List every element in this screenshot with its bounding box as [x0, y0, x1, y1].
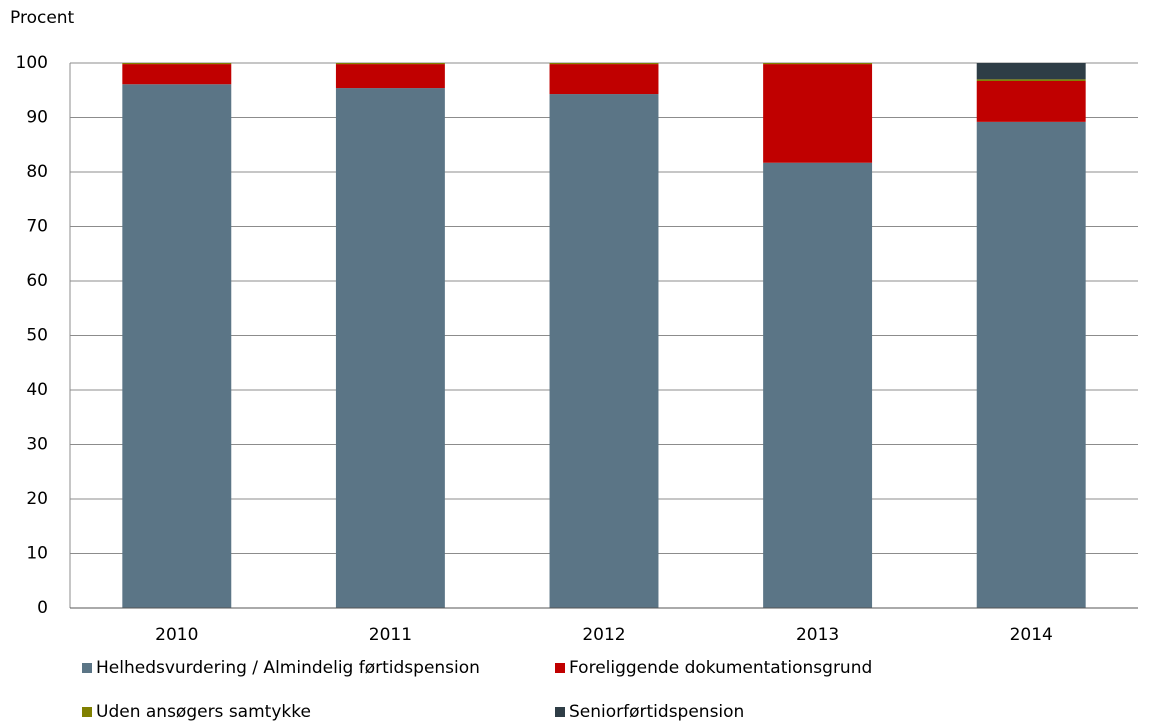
bar-segment [549, 63, 659, 65]
legend-swatch [82, 707, 92, 717]
x-tick-label: 2011 [369, 625, 412, 645]
bar-segment [122, 84, 232, 608]
y-tick-label: 40 [26, 380, 48, 400]
y-tick-label: 90 [26, 108, 48, 128]
legend-swatch [555, 663, 565, 673]
y-axis-title: Procent [10, 8, 75, 28]
y-tick-label: 10 [26, 544, 48, 564]
bar-segment [976, 63, 1086, 80]
bar-segment [976, 121, 1086, 609]
bar-segment [335, 64, 445, 89]
legend-label: Helhedsvurdering / Almindelig førtidspen… [96, 658, 480, 678]
bar-segment [549, 94, 659, 608]
x-tick-label: 2012 [582, 625, 625, 645]
y-tick-label: 30 [26, 435, 48, 455]
bar-segment [549, 64, 659, 95]
y-tick-label: 70 [26, 217, 48, 237]
bar-segment [976, 80, 1086, 122]
y-tick-label: 80 [26, 162, 48, 182]
y-tick-label: 20 [26, 489, 48, 509]
bar-segment [976, 79, 1086, 81]
y-tick-label: 50 [26, 326, 48, 346]
x-tick-label: 2013 [796, 625, 839, 645]
bar-segment [763, 64, 873, 163]
legend-swatch [82, 663, 92, 673]
y-tick-label: 100 [16, 53, 48, 73]
legend-label: Uden ansøgers samtykke [96, 702, 311, 722]
bar-segment [122, 64, 232, 85]
y-tick-label: 0 [37, 598, 48, 618]
legend-swatch [555, 707, 565, 717]
x-tick-label: 2010 [155, 625, 198, 645]
y-tick-label: 60 [26, 271, 48, 291]
legend-label: Seniorførtidspension [569, 702, 744, 722]
x-tick-label: 2014 [1010, 625, 1053, 645]
bar-segment [763, 63, 873, 65]
bar-segment [335, 88, 445, 608]
bar-segment [763, 162, 873, 609]
bar-segment [335, 63, 445, 65]
legend-label: Foreliggende dokumentationsgrund [569, 658, 872, 678]
bar-segment [122, 63, 232, 65]
